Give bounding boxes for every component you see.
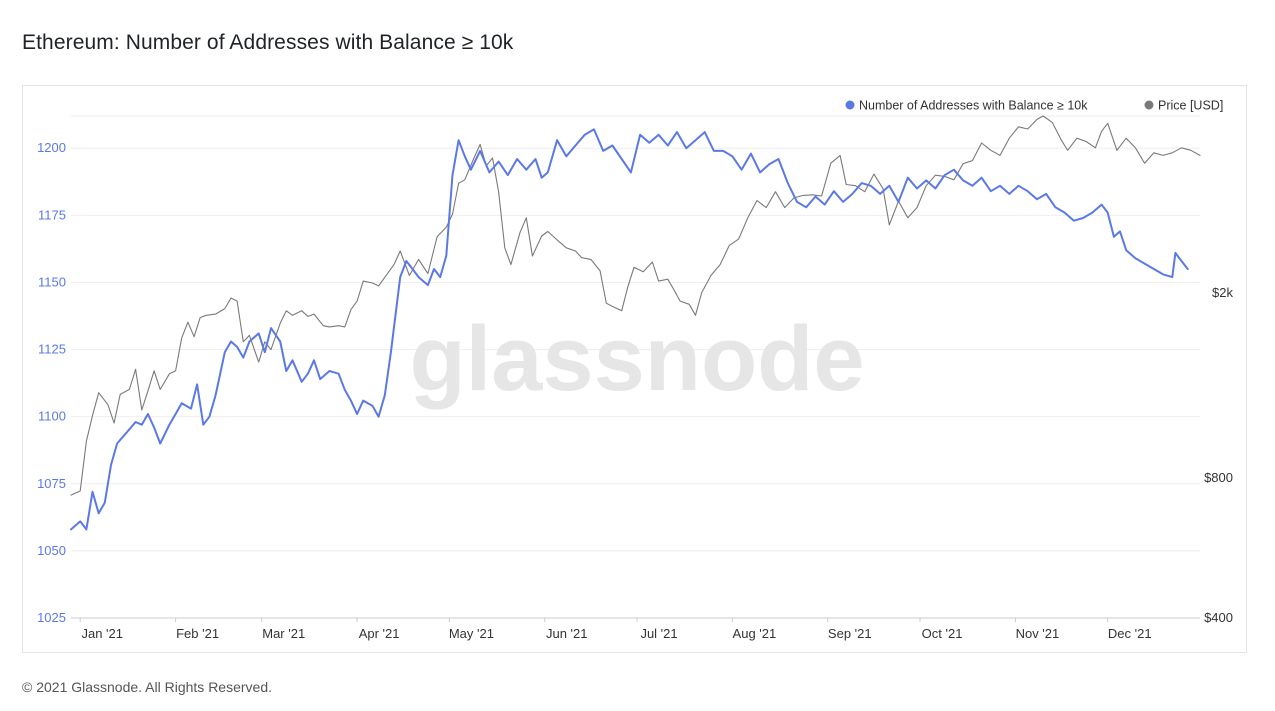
y-left-tick-label: 1175 xyxy=(38,207,66,222)
x-tick-label: Mar '21 xyxy=(262,626,305,641)
x-tick-label: Dec '21 xyxy=(1108,626,1152,641)
y-left-tick-label: 1075 xyxy=(37,476,66,491)
legend-item-price[interactable]: Price [USD] xyxy=(1144,99,1224,113)
x-tick-label: Jan '21 xyxy=(81,626,123,641)
x-axis: Jan '21 Feb '21 Mar '21 Apr '21 May '21 Jun '… xyxy=(71,617,1200,641)
watermark-logo: glassnode xyxy=(409,308,864,410)
grid-lines xyxy=(71,115,1200,619)
legend-label-addresses: Number of Addresses with Balance ≥ 10k xyxy=(859,99,1088,113)
legend-item-addresses[interactable]: Number of Addresses with Balance ≥ 10k xyxy=(845,99,1089,113)
copyright-footer: © 2021 Glassnode. All Rights Reserved. xyxy=(22,679,273,695)
y-right-tick-label: $2k xyxy=(1212,285,1233,300)
x-tick-label: Jul '21 xyxy=(640,626,677,641)
legend-marker-price xyxy=(1144,100,1154,110)
x-tick-label: Nov '21 xyxy=(1016,626,1060,641)
x-tick-label: Sep '21 xyxy=(828,626,872,641)
y-left-tick-label: 1050 xyxy=(37,543,66,558)
x-tick-label: Feb '21 xyxy=(176,626,219,641)
y-right-tick-label: $400 xyxy=(1204,610,1233,625)
y-axis-left: 1025 1050 1075 1100 1125 1150 1175 1200 xyxy=(37,140,66,625)
page-title: Ethereum: Number of Addresses with Balan… xyxy=(22,31,514,54)
series-line-price xyxy=(70,115,1201,496)
y-left-tick-label: 1025 xyxy=(37,610,66,625)
y-left-tick-label: 1100 xyxy=(38,409,66,424)
y-left-tick-label: 1150 xyxy=(38,274,66,289)
legend-marker-addresses xyxy=(845,100,855,110)
series-lines xyxy=(70,115,1201,531)
x-tick-label: Apr '21 xyxy=(359,626,400,641)
y-left-tick-label: 1125 xyxy=(38,342,66,357)
series-line-addresses xyxy=(70,128,1189,531)
y-left-tick-label: 1200 xyxy=(37,140,66,155)
y-axis-right: $400 $800 $2k xyxy=(1204,285,1233,625)
legend-label-price: Price [USD] xyxy=(1158,99,1223,113)
y-right-tick-label: $800 xyxy=(1204,470,1233,485)
x-tick-label: May '21 xyxy=(449,626,494,641)
x-tick-label: Jun '21 xyxy=(546,626,588,641)
legend: Number of Addresses with Balance ≥ 10k P… xyxy=(845,99,1224,113)
x-tick-label: Aug '21 xyxy=(733,626,777,641)
chart-svg: glassnode 1025 1050 1075 1100 1125 1150 1175 12… xyxy=(37,99,1233,642)
chart-panel: glassnode 1025 1050 1075 1100 1125 1150 1175 12… xyxy=(22,85,1247,653)
x-tick-label: Oct '21 xyxy=(922,626,963,641)
